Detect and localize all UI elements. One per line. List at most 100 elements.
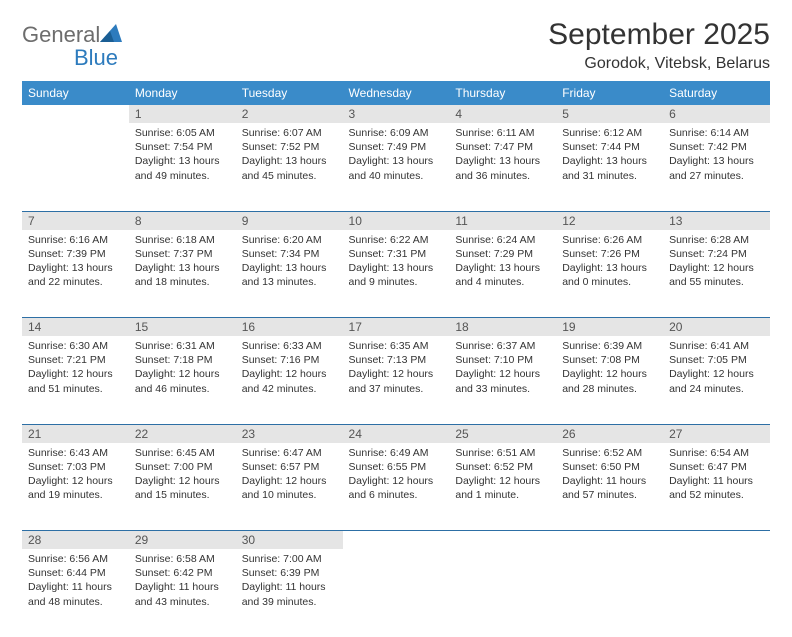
daylight-text-1: Daylight: 12 hours <box>135 367 230 381</box>
day-cell: Sunrise: 6:47 AMSunset: 6:57 PMDaylight:… <box>236 443 343 531</box>
day-content: Sunrise: 6:24 AMSunset: 7:29 PMDaylight:… <box>449 230 556 294</box>
day-content: Sunrise: 6:54 AMSunset: 6:47 PMDaylight:… <box>663 443 770 507</box>
daylight-text-2: and 36 minutes. <box>455 169 550 183</box>
daylight-text-1: Daylight: 13 hours <box>669 154 764 168</box>
day-number: 6 <box>663 105 770 123</box>
day-content: Sunrise: 6:43 AMSunset: 7:03 PMDaylight:… <box>22 443 129 507</box>
sunset-text: Sunset: 7:18 PM <box>135 353 230 367</box>
daylight-text-2: and 24 minutes. <box>669 382 764 396</box>
day-number: 7 <box>22 211 129 230</box>
daylight-text-1: Daylight: 12 hours <box>669 261 764 275</box>
day-cell: Sunrise: 6:26 AMSunset: 7:26 PMDaylight:… <box>556 230 663 318</box>
sunset-text: Sunset: 7:24 PM <box>669 247 764 261</box>
daylight-text-1: Daylight: 12 hours <box>135 474 230 488</box>
sunset-text: Sunset: 7:08 PM <box>562 353 657 367</box>
day-number: 23 <box>236 424 343 443</box>
sunset-text: Sunset: 7:47 PM <box>455 140 550 154</box>
sunset-text: Sunset: 7:26 PM <box>562 247 657 261</box>
daylight-text-2: and 1 minute. <box>455 488 550 502</box>
day-cell <box>556 549 663 637</box>
sunrise-text: Sunrise: 6:49 AM <box>349 446 444 460</box>
daylight-text-2: and 48 minutes. <box>28 595 123 609</box>
daylight-text-1: Daylight: 12 hours <box>562 367 657 381</box>
sunrise-text: Sunrise: 6:22 AM <box>349 233 444 247</box>
day-number: 8 <box>129 211 236 230</box>
day-number: 17 <box>343 318 450 337</box>
sunset-text: Sunset: 7:00 PM <box>135 460 230 474</box>
day-number: 26 <box>556 424 663 443</box>
sunrise-text: Sunrise: 6:26 AM <box>562 233 657 247</box>
daylight-text-2: and 49 minutes. <box>135 169 230 183</box>
sunset-text: Sunset: 7:13 PM <box>349 353 444 367</box>
sunrise-text: Sunrise: 6:56 AM <box>28 552 123 566</box>
day-number: 20 <box>663 318 770 337</box>
day-number: 29 <box>129 531 236 550</box>
daylight-text-1: Daylight: 13 hours <box>135 154 230 168</box>
day-content: Sunrise: 6:33 AMSunset: 7:16 PMDaylight:… <box>236 336 343 400</box>
daylight-text-2: and 51 minutes. <box>28 382 123 396</box>
day-content: Sunrise: 6:18 AMSunset: 7:37 PMDaylight:… <box>129 230 236 294</box>
day-cell: Sunrise: 6:24 AMSunset: 7:29 PMDaylight:… <box>449 230 556 318</box>
day-cell: Sunrise: 6:22 AMSunset: 7:31 PMDaylight:… <box>343 230 450 318</box>
daynum-row: 21222324252627 <box>22 424 770 443</box>
daylight-text-1: Daylight: 13 hours <box>562 261 657 275</box>
day-number: 25 <box>449 424 556 443</box>
sunrise-text: Sunrise: 6:14 AM <box>669 126 764 140</box>
daylight-text-1: Daylight: 12 hours <box>242 474 337 488</box>
day-cell: Sunrise: 6:31 AMSunset: 7:18 PMDaylight:… <box>129 336 236 424</box>
day-content: Sunrise: 6:26 AMSunset: 7:26 PMDaylight:… <box>556 230 663 294</box>
daylight-text-1: Daylight: 11 hours <box>28 580 123 594</box>
week-row: Sunrise: 6:30 AMSunset: 7:21 PMDaylight:… <box>22 336 770 424</box>
day-cell: Sunrise: 6:45 AMSunset: 7:00 PMDaylight:… <box>129 443 236 531</box>
sunset-text: Sunset: 6:39 PM <box>242 566 337 580</box>
day-content: Sunrise: 6:41 AMSunset: 7:05 PMDaylight:… <box>663 336 770 400</box>
sunset-text: Sunset: 7:39 PM <box>28 247 123 261</box>
location: Gorodok, Vitebsk, Belarus <box>548 55 770 73</box>
calendar-page: General Blue September 2025 Gorodok, Vit… <box>0 0 792 612</box>
sunset-text: Sunset: 7:05 PM <box>669 353 764 367</box>
day-number <box>556 531 663 550</box>
day-number <box>22 105 129 123</box>
week-row: Sunrise: 6:16 AMSunset: 7:39 PMDaylight:… <box>22 230 770 318</box>
day-number: 30 <box>236 531 343 550</box>
day-cell: Sunrise: 6:51 AMSunset: 6:52 PMDaylight:… <box>449 443 556 531</box>
daylight-text-1: Daylight: 12 hours <box>669 367 764 381</box>
day-number: 13 <box>663 211 770 230</box>
daylight-text-2: and 42 minutes. <box>242 382 337 396</box>
logo: General Blue <box>22 24 122 70</box>
day-number <box>449 531 556 550</box>
day-number: 9 <box>236 211 343 230</box>
sunset-text: Sunset: 6:47 PM <box>669 460 764 474</box>
day-cell: Sunrise: 6:07 AMSunset: 7:52 PMDaylight:… <box>236 123 343 211</box>
daylight-text-2: and 27 minutes. <box>669 169 764 183</box>
day-number: 22 <box>129 424 236 443</box>
sunrise-text: Sunrise: 6:51 AM <box>455 446 550 460</box>
calendar-head: Sunday Monday Tuesday Wednesday Thursday… <box>22 81 770 105</box>
day-number: 18 <box>449 318 556 337</box>
sunrise-text: Sunrise: 6:09 AM <box>349 126 444 140</box>
day-number: 14 <box>22 318 129 337</box>
daylight-text-2: and 19 minutes. <box>28 488 123 502</box>
day-number: 1 <box>129 105 236 123</box>
sunrise-text: Sunrise: 6:39 AM <box>562 339 657 353</box>
sunrise-text: Sunrise: 6:31 AM <box>135 339 230 353</box>
sunset-text: Sunset: 7:54 PM <box>135 140 230 154</box>
sunset-text: Sunset: 7:10 PM <box>455 353 550 367</box>
day-content: Sunrise: 6:58 AMSunset: 6:42 PMDaylight:… <box>129 549 236 613</box>
day-cell: Sunrise: 6:11 AMSunset: 7:47 PMDaylight:… <box>449 123 556 211</box>
day-content: Sunrise: 6:30 AMSunset: 7:21 PMDaylight:… <box>22 336 129 400</box>
day-content: Sunrise: 6:11 AMSunset: 7:47 PMDaylight:… <box>449 123 556 187</box>
sunset-text: Sunset: 7:44 PM <box>562 140 657 154</box>
daylight-text-2: and 4 minutes. <box>455 275 550 289</box>
week-row: Sunrise: 6:05 AMSunset: 7:54 PMDaylight:… <box>22 123 770 211</box>
day-cell: Sunrise: 6:49 AMSunset: 6:55 PMDaylight:… <box>343 443 450 531</box>
sunset-text: Sunset: 6:44 PM <box>28 566 123 580</box>
daylight-text-1: Daylight: 11 hours <box>669 474 764 488</box>
sunset-text: Sunset: 7:37 PM <box>135 247 230 261</box>
day-number <box>663 531 770 550</box>
day-cell <box>22 123 129 211</box>
sunset-text: Sunset: 7:49 PM <box>349 140 444 154</box>
daylight-text-1: Daylight: 13 hours <box>242 261 337 275</box>
day-content: Sunrise: 6:37 AMSunset: 7:10 PMDaylight:… <box>449 336 556 400</box>
day-cell: Sunrise: 6:52 AMSunset: 6:50 PMDaylight:… <box>556 443 663 531</box>
